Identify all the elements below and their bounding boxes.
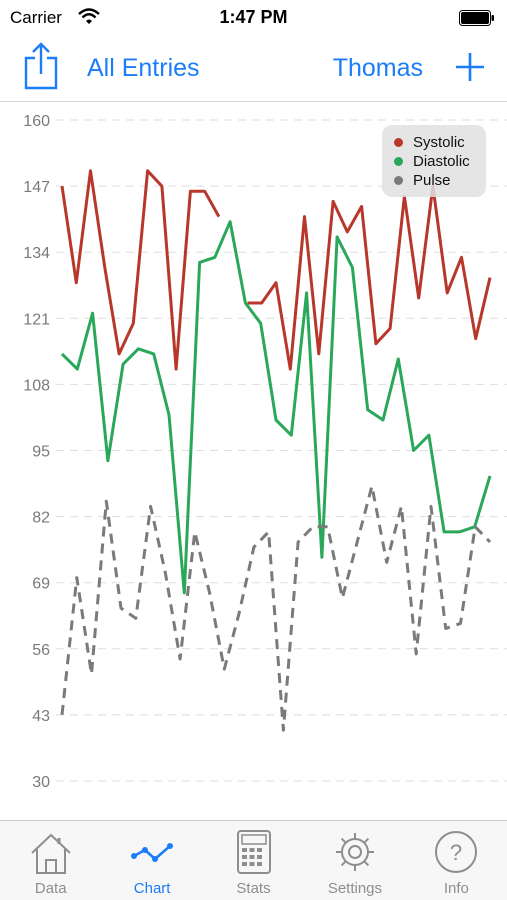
status-bar: Carrier 1:47 PM <box>0 0 507 36</box>
battery-icon <box>459 10 494 26</box>
y-tick-label: 69 <box>32 576 50 593</box>
status-time: 1:47 PM <box>219 7 288 27</box>
y-tick-label: 134 <box>23 245 50 262</box>
y-tick-label: 160 <box>23 113 50 130</box>
legend-dot-systolic <box>394 138 403 147</box>
legend-item-systolic: Systolic <box>394 133 486 152</box>
y-tick-label: 95 <box>32 444 50 461</box>
wifi-icon <box>78 8 100 24</box>
question-icon: ? <box>435 831 478 873</box>
tab-label-settings: Settings <box>327 880 383 897</box>
chart-line-icon <box>131 843 174 862</box>
all-entries-button[interactable]: All Entries <box>87 54 200 82</box>
tab-info[interactable]: ? Info <box>406 821 507 900</box>
y-tick-label: 147 <box>23 179 50 196</box>
legend-label-diastolic: Diastolic <box>413 153 470 170</box>
chart-area[interactable]: 160 147 134 121 108 95 82 69 56 43 30 <box>0 103 507 820</box>
y-tick-label: 121 <box>23 311 50 328</box>
chart-legend: Systolic Diastolic Pulse <box>382 125 486 197</box>
house-icon <box>31 833 71 874</box>
add-entry-icon[interactable] <box>455 52 485 82</box>
tab-stats[interactable]: Stats <box>203 821 304 900</box>
calculator-icon <box>236 830 271 874</box>
user-button[interactable]: Thomas <box>332 54 423 82</box>
y-tick-label: 82 <box>32 510 50 527</box>
series-line-systolic <box>60 169 221 371</box>
y-tick-label: 30 <box>32 774 50 791</box>
tab-label-chart: Chart <box>133 880 171 897</box>
legend-dot-diastolic <box>394 157 403 166</box>
blood-pressure-chart[interactable]: 160 147 134 121 108 95 82 69 56 43 30 <box>0 103 507 820</box>
tab-chart[interactable]: Chart <box>101 821 202 900</box>
series-line-pulse <box>60 484 492 732</box>
tab-data[interactable]: Data <box>0 821 101 900</box>
carrier-label: Carrier <box>10 8 62 27</box>
tab-bar: Data Chart Stats <box>0 820 507 900</box>
tab-label-info: Info <box>443 880 469 897</box>
legend-item-pulse: Pulse <box>394 171 486 190</box>
y-tick-label: 43 <box>32 708 50 725</box>
legend-item-diastolic: Diastolic <box>394 152 486 171</box>
y-tick-label: 56 <box>32 642 50 659</box>
tab-settings[interactable]: Settings <box>304 821 405 900</box>
series-line-systolic <box>247 184 492 371</box>
tab-label-stats: Stats <box>236 880 271 897</box>
y-tick-label: 108 <box>23 377 50 394</box>
legend-label-systolic: Systolic <box>413 134 465 151</box>
share-icon[interactable] <box>22 42 60 90</box>
tab-label-data: Data <box>34 880 67 897</box>
legend-dot-pulse <box>394 176 403 185</box>
gear-icon <box>335 833 374 871</box>
svg-text:?: ? <box>450 840 462 865</box>
legend-label-pulse: Pulse <box>413 172 451 189</box>
series-line-diastolic <box>60 220 492 595</box>
nav-bar: All Entries Thomas <box>0 36 507 102</box>
